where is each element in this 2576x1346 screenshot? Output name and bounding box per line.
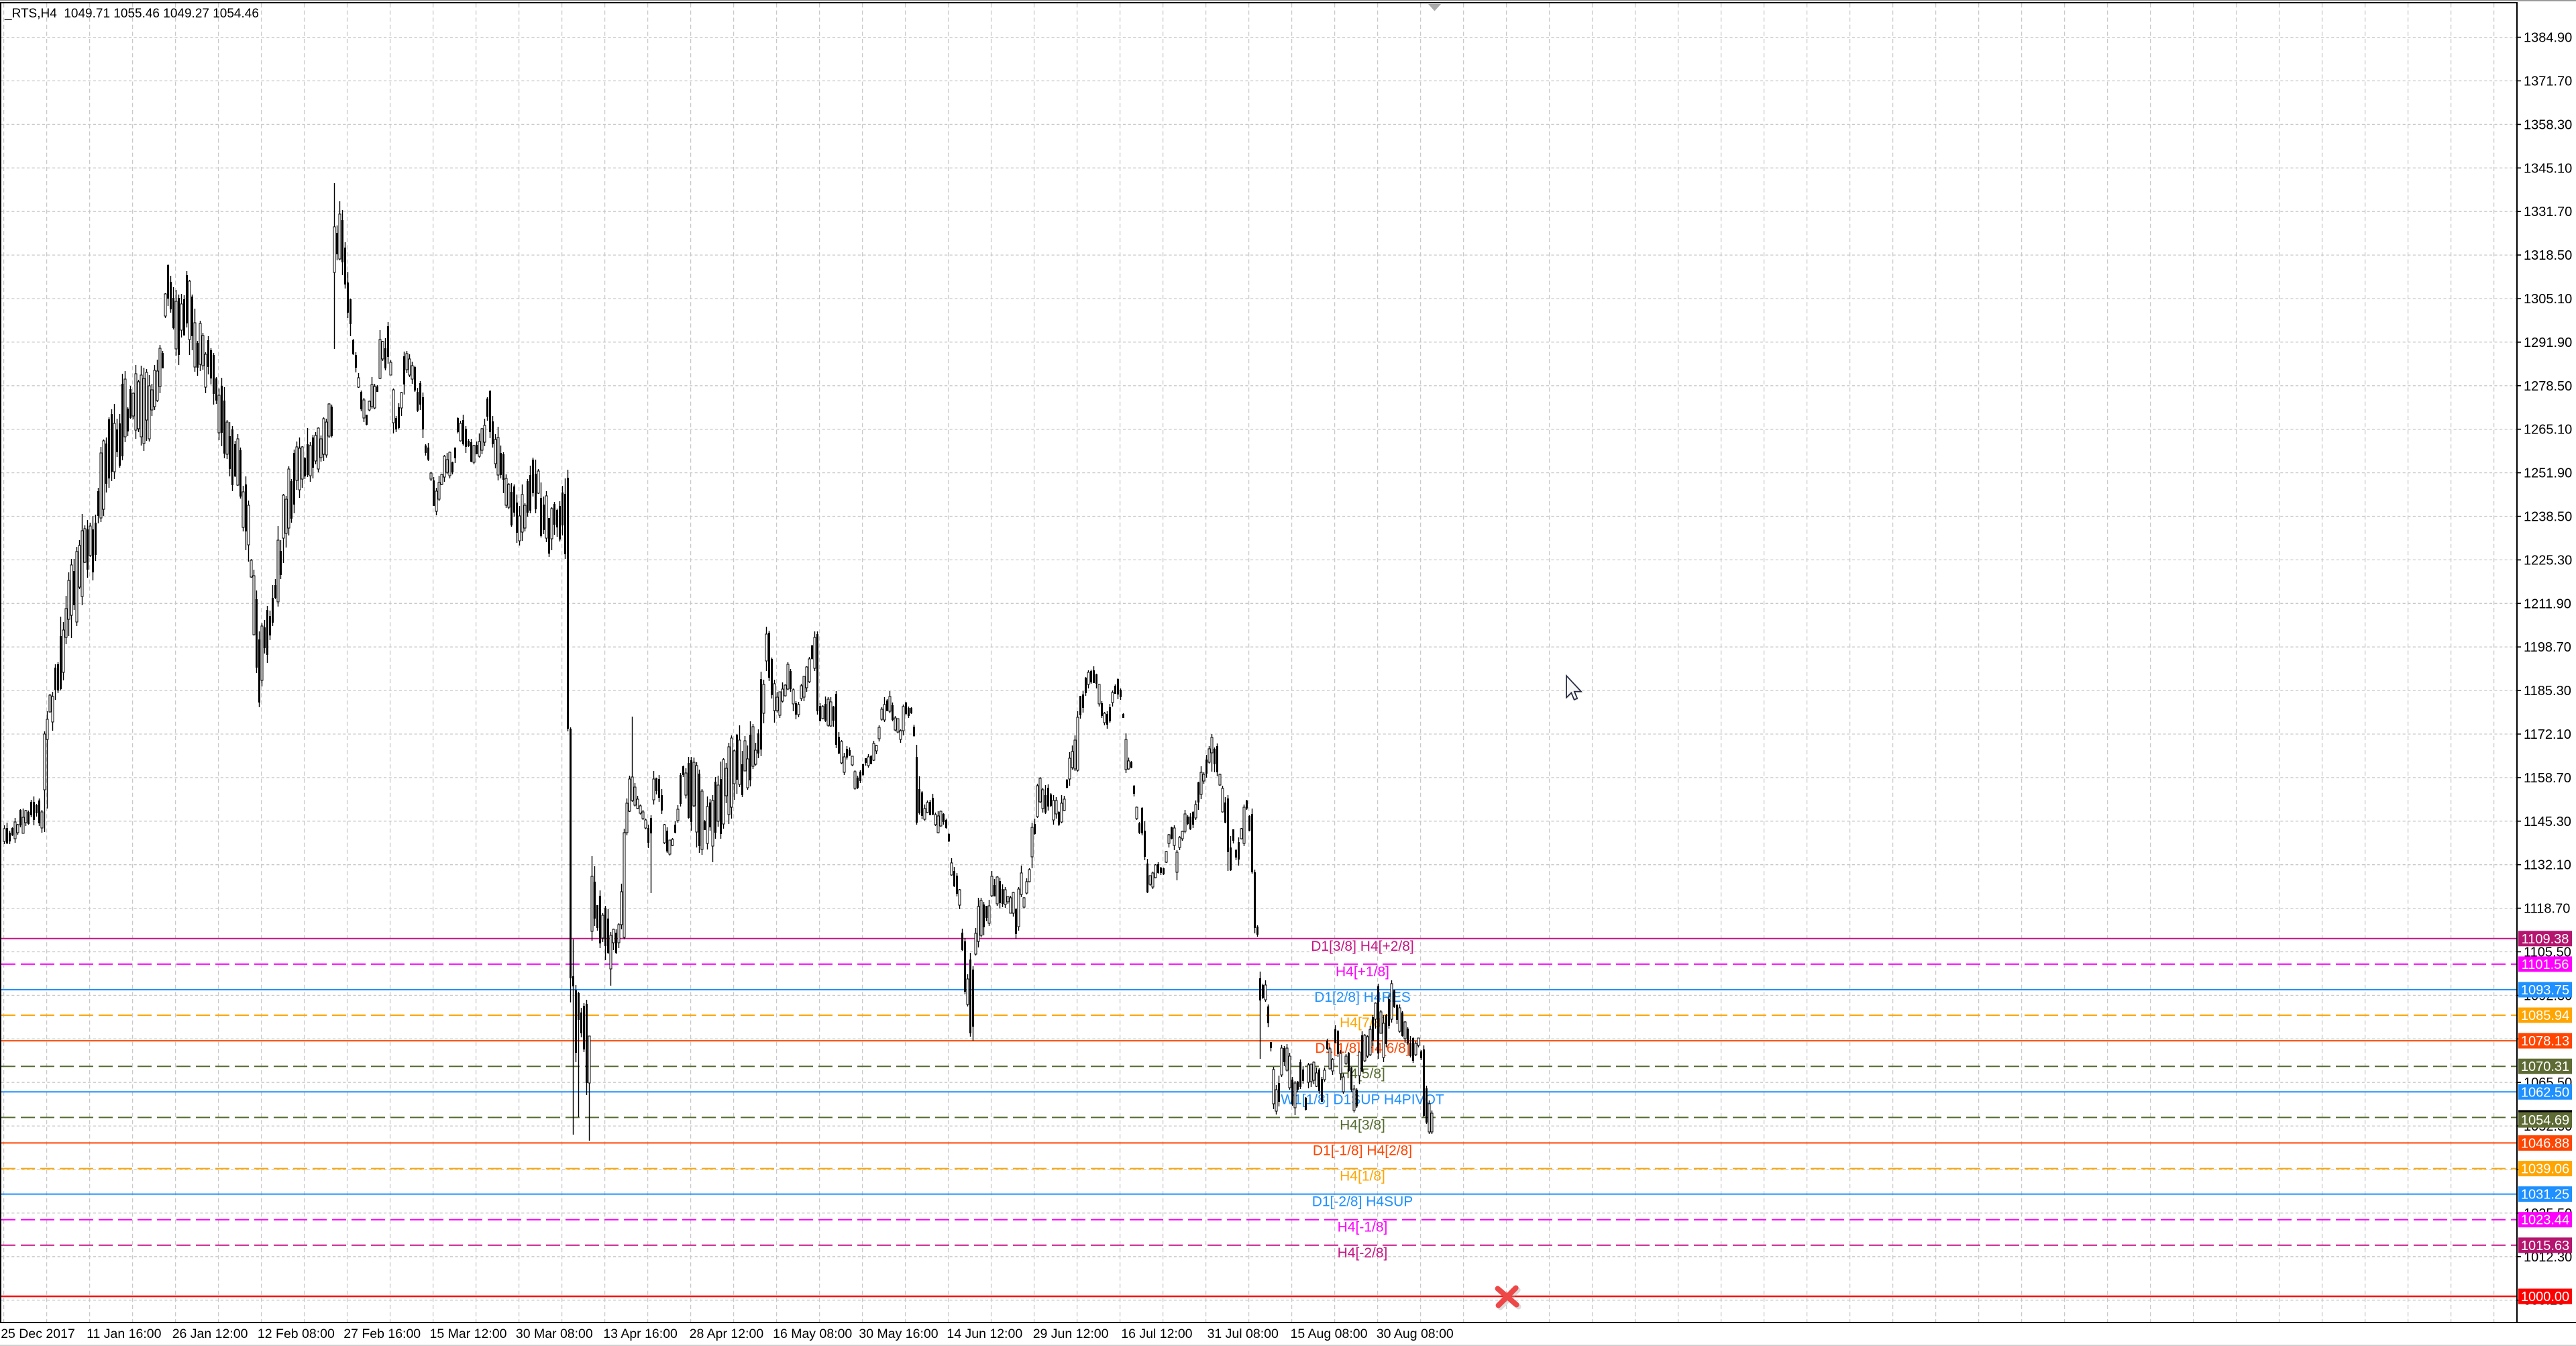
svg-text:H4[+1/8]: H4[+1/8]: [1336, 964, 1389, 980]
svg-text:27 Feb 16:00: 27 Feb 16:00: [343, 1327, 421, 1341]
svg-text:1371.70: 1371.70: [2524, 74, 2572, 89]
svg-text:1031.25: 1031.25: [2521, 1188, 2569, 1202]
svg-text:1251.90: 1251.90: [2524, 466, 2572, 481]
svg-text:D1[3/8] H4[+2/8]: D1[3/8] H4[+2/8]: [1311, 939, 1414, 954]
svg-text:1345.10: 1345.10: [2524, 161, 2572, 176]
svg-text:29 Jun 12:00: 29 Jun 12:00: [1033, 1327, 1109, 1341]
svg-text:25 Dec 2017: 25 Dec 2017: [1, 1327, 75, 1341]
svg-text:1093.75: 1093.75: [2521, 983, 2569, 998]
svg-text:H4[-2/8]: H4[-2/8]: [1338, 1245, 1388, 1261]
svg-text:D1[-2/8] H4SUP: D1[-2/8] H4SUP: [1312, 1194, 1413, 1210]
svg-text:1085.94: 1085.94: [2521, 1008, 2569, 1023]
svg-text:30 Mar 08:00: 30 Mar 08:00: [516, 1327, 593, 1341]
svg-text:1054.69: 1054.69: [2521, 1113, 2569, 1128]
svg-text:31 Jul 08:00: 31 Jul 08:00: [1208, 1327, 1279, 1341]
svg-text:16 May 08:00: 16 May 08:00: [773, 1327, 852, 1341]
svg-text:1062.50: 1062.50: [2521, 1085, 2569, 1100]
svg-text:1070.31: 1070.31: [2521, 1059, 2569, 1074]
svg-text:15 Aug 08:00: 15 Aug 08:00: [1291, 1327, 1368, 1341]
svg-text:1211.90: 1211.90: [2524, 597, 2571, 611]
svg-text:1318.50: 1318.50: [2524, 248, 2572, 263]
svg-text:1101.56: 1101.56: [2522, 957, 2569, 972]
svg-text:H4[3/8]: H4[3/8]: [1340, 1117, 1385, 1133]
svg-text:1291.90: 1291.90: [2524, 335, 2572, 350]
svg-text:1118.70: 1118.70: [2524, 902, 2570, 917]
svg-text:1358.30: 1358.30: [2524, 117, 2572, 132]
svg-text:30 May 16:00: 30 May 16:00: [859, 1327, 938, 1341]
svg-text:16 Jul 12:00: 16 Jul 12:00: [1121, 1327, 1192, 1341]
svg-text:H4[-1/8]: H4[-1/8]: [1338, 1220, 1388, 1235]
svg-text:1015.63: 1015.63: [2521, 1239, 2569, 1253]
svg-text:26 Jan 12:00: 26 Jan 12:00: [172, 1327, 248, 1341]
svg-text:1109.38: 1109.38: [2522, 932, 2569, 947]
svg-text:1046.88: 1046.88: [2521, 1136, 2569, 1151]
svg-text:12 Feb 08:00: 12 Feb 08:00: [258, 1327, 335, 1341]
svg-text:H4[1/8]: H4[1/8]: [1340, 1169, 1385, 1184]
svg-text:1225.30: 1225.30: [2524, 553, 2572, 568]
svg-text:15 Mar 12:00: 15 Mar 12:00: [430, 1327, 507, 1341]
svg-text:1331.70: 1331.70: [2524, 205, 2572, 219]
svg-text:1023.44: 1023.44: [2521, 1213, 2569, 1228]
svg-text:30 Aug 08:00: 30 Aug 08:00: [1377, 1327, 1454, 1341]
svg-text:1145.30: 1145.30: [2524, 815, 2571, 829]
svg-text:1384.90: 1384.90: [2524, 31, 2572, 46]
svg-text:1078.13: 1078.13: [2521, 1034, 2569, 1049]
svg-text:1305.10: 1305.10: [2524, 292, 2572, 307]
svg-text:1238.50: 1238.50: [2524, 510, 2572, 525]
svg-text:D1[2/8] H4RES: D1[2/8] H4RES: [1314, 990, 1411, 1005]
svg-text:1000.00: 1000.00: [2521, 1290, 2569, 1304]
svg-text:D1[-1/8] H4[2/8]: D1[-1/8] H4[2/8]: [1313, 1143, 1412, 1158]
svg-text:1265.10: 1265.10: [2524, 423, 2572, 437]
svg-text:1039.06: 1039.06: [2521, 1162, 2569, 1177]
svg-text:14 Jun 12:00: 14 Jun 12:00: [947, 1327, 1022, 1341]
svg-text:11 Jan 16:00: 11 Jan 16:00: [87, 1327, 161, 1341]
svg-text:1185.30: 1185.30: [2524, 684, 2571, 698]
svg-text:1172.10: 1172.10: [2524, 727, 2571, 742]
svg-text:1132.10: 1132.10: [2524, 858, 2571, 873]
svg-text:1158.70: 1158.70: [2524, 771, 2571, 786]
svg-text:1012.30: 1012.30: [2524, 1250, 2572, 1265]
svg-text:1198.70: 1198.70: [2524, 640, 2571, 655]
svg-text:1105.50: 1105.50: [2524, 945, 2571, 960]
svg-text:13 Apr 16:00: 13 Apr 16:00: [603, 1327, 678, 1341]
svg-text:_RTS,H4 1049.71 1055.46 1049.: _RTS,H4 1049.71 1055.46 1049.27 1054.46: [4, 7, 259, 21]
svg-text:1278.50: 1278.50: [2524, 379, 2572, 394]
svg-text:28 Apr 12:00: 28 Apr 12:00: [690, 1327, 764, 1341]
